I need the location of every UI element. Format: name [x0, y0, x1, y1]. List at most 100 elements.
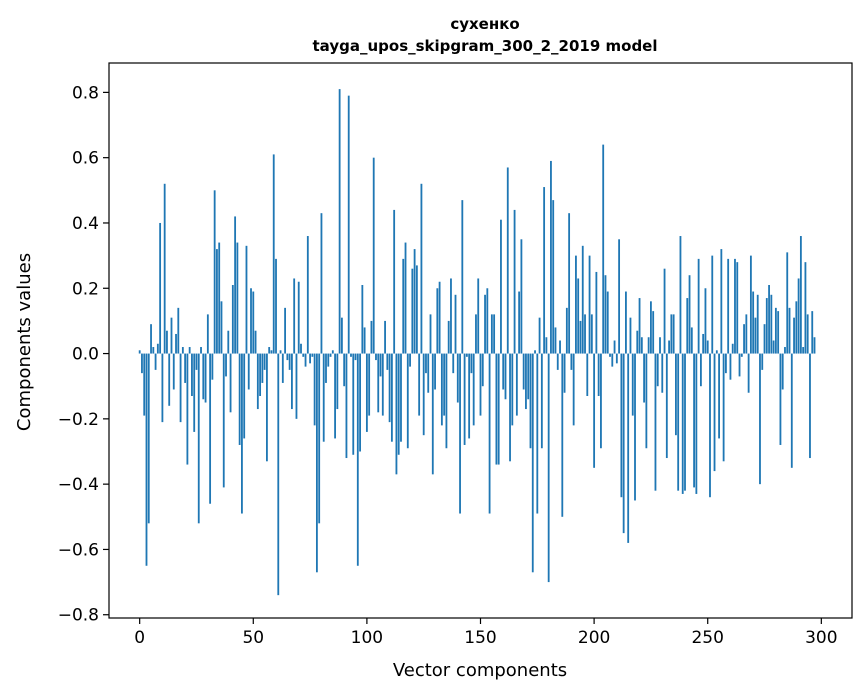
bar [188, 347, 191, 354]
bar [345, 353, 348, 459]
chart-subtitle: tayga_upos_skipgram_300_2_2019 model [313, 37, 658, 55]
bar [595, 271, 598, 354]
bar [761, 353, 764, 370]
bar [347, 95, 350, 354]
bar [631, 353, 634, 416]
bar [254, 330, 257, 354]
bar [184, 353, 187, 383]
bar [447, 320, 450, 354]
bar [461, 200, 464, 354]
bar [729, 353, 732, 380]
bar [306, 236, 309, 354]
bar [597, 353, 600, 396]
bar [636, 330, 639, 354]
bar [768, 285, 770, 354]
bar [177, 307, 180, 354]
bar [504, 353, 507, 400]
bar [281, 353, 284, 383]
bar [709, 353, 711, 498]
bar [509, 353, 511, 462]
bar [291, 353, 293, 410]
bar [713, 353, 716, 472]
bar [272, 154, 275, 354]
bar [559, 340, 561, 354]
bar [754, 317, 757, 354]
bar [799, 236, 802, 354]
bar [377, 353, 380, 413]
bar [672, 314, 675, 354]
bar [263, 353, 266, 370]
bar [304, 353, 307, 367]
bar [154, 353, 157, 370]
bar [320, 213, 323, 354]
bar [522, 353, 525, 390]
bar [197, 353, 200, 524]
bar [813, 337, 816, 354]
bar [295, 353, 298, 419]
bar [181, 347, 184, 354]
bar [400, 353, 402, 442]
bar [488, 353, 491, 514]
bar [606, 291, 609, 354]
bar [338, 89, 341, 354]
bar [520, 239, 523, 354]
bar [268, 347, 271, 354]
bar [681, 353, 684, 494]
bar [702, 333, 705, 354]
bar [166, 330, 168, 354]
bar [665, 353, 668, 459]
bar [336, 353, 339, 410]
bar [704, 288, 707, 354]
y-tick-label: −0.8 [58, 606, 99, 626]
bar [236, 242, 239, 354]
bar [590, 314, 593, 354]
bar [220, 301, 223, 354]
bar [620, 353, 623, 498]
bar [322, 353, 325, 442]
bar [622, 353, 625, 534]
bar [431, 353, 434, 475]
bar [363, 327, 366, 354]
bar [670, 314, 673, 354]
bar [763, 324, 766, 354]
bar [529, 353, 532, 449]
y-tick-label: 0.6 [72, 149, 99, 169]
bar [206, 314, 209, 354]
bar [611, 353, 614, 367]
bar [270, 350, 273, 354]
bar [161, 353, 164, 423]
bar [438, 281, 441, 354]
bar [697, 258, 700, 354]
bar [195, 353, 198, 370]
bar [638, 298, 641, 354]
bar [518, 291, 521, 354]
bar [740, 353, 743, 357]
bar [297, 281, 300, 354]
bar [218, 242, 221, 354]
bar [266, 353, 268, 462]
bar [388, 353, 391, 423]
bar [245, 245, 248, 354]
y-tick-label: 0.4 [72, 214, 99, 234]
bar [302, 353, 305, 357]
bar [200, 347, 202, 354]
bar [554, 327, 557, 354]
bar [186, 353, 189, 465]
bar [738, 353, 741, 377]
bar [747, 353, 750, 393]
bar [429, 314, 432, 354]
bar [593, 353, 596, 468]
bar [536, 353, 539, 514]
bar [379, 353, 382, 377]
bar [381, 353, 384, 416]
bar [445, 353, 448, 449]
bar [145, 353, 148, 566]
bar [409, 353, 411, 367]
bar [486, 288, 489, 354]
bar [434, 353, 436, 390]
bar [204, 353, 207, 403]
bar [422, 353, 425, 436]
bar [418, 353, 421, 416]
bar [495, 353, 498, 465]
bar [209, 353, 212, 504]
